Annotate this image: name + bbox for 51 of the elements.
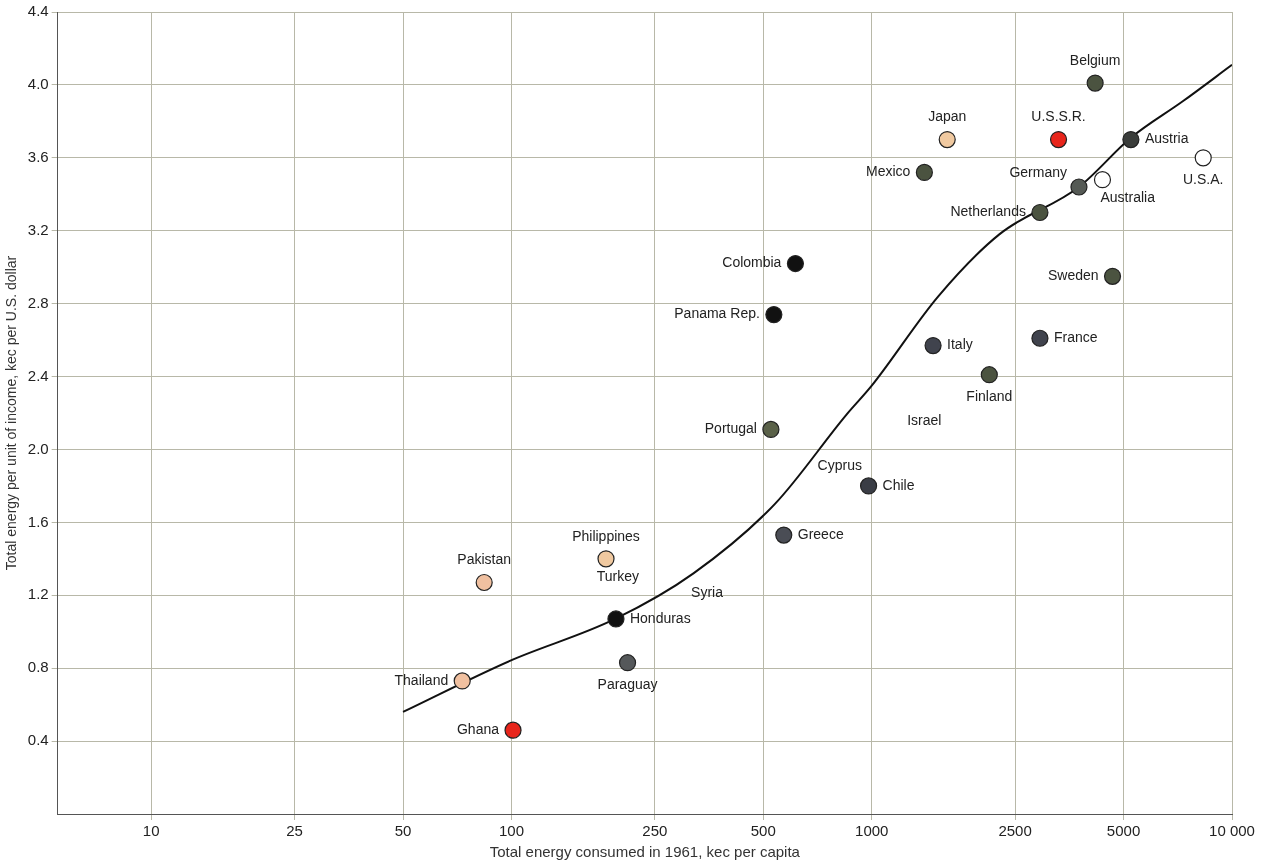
y-tick-label: 1.2 — [27, 585, 49, 603]
y-tick-label: 0.4 — [27, 731, 49, 749]
series-label: Australia — [1100, 188, 1156, 205]
annotation: Turkey — [596, 568, 639, 585]
x-tick-label: 1000 — [855, 822, 889, 840]
x-tick-label: 25 — [286, 822, 303, 840]
series-label: Sweden — [1047, 267, 1099, 284]
y-tick-label: 0.8 — [27, 658, 49, 676]
annotation: Israel — [907, 411, 942, 428]
series-label: Honduras — [629, 609, 691, 626]
series-label: Austria — [1144, 130, 1189, 147]
y-tick-label: 4.4 — [27, 2, 49, 20]
x-tick-label: 250 — [642, 822, 668, 840]
x-tick-label: 5000 — [1106, 822, 1141, 840]
series-label: Panama Rep. — [674, 305, 760, 322]
series-label: France — [1053, 329, 1098, 346]
series-label: U.S.S.R. — [1031, 108, 1086, 125]
series-label: Greece — [797, 525, 844, 542]
y-tick-label: 3.2 — [27, 220, 49, 238]
x-axis-title: Total energy consumed in 1961, kec per capita — [489, 843, 801, 861]
series-label: Paraguay — [597, 675, 658, 692]
series-label: U.S.A. — [1182, 170, 1224, 187]
y-axis-title: Total energy per unit of income, kec per U.S. dollar — [3, 255, 20, 571]
series-label: Germany — [1009, 163, 1067, 180]
series-label: Portugal — [704, 420, 757, 437]
series-label: Philippines — [572, 527, 640, 544]
x-tick-label: 10 000 — [1209, 822, 1255, 840]
y-tick-label: 2.4 — [27, 366, 49, 384]
y-tick-label: 2.8 — [27, 293, 49, 311]
x-tick-label: 50 — [394, 822, 412, 840]
series-label: Netherlands — [950, 203, 1026, 220]
annotation: Cyprus — [817, 456, 862, 473]
series-label: Mexico — [866, 163, 911, 180]
series-label: Colombia — [722, 254, 782, 271]
series-label: Finland — [966, 387, 1013, 404]
series-label: Chile — [882, 476, 915, 493]
series-label: Thailand — [394, 671, 449, 688]
x-tick-label: 10 — [142, 822, 160, 840]
series-label: Pakistan — [457, 551, 512, 568]
x-tick-label: 100 — [498, 822, 524, 840]
y-tick-label: 1.6 — [27, 512, 49, 530]
series-label: Italy — [947, 336, 973, 353]
y-tick-label: 2.0 — [27, 439, 49, 457]
series-label: Japan — [928, 108, 967, 125]
series-label: Ghana — [456, 721, 500, 738]
series-label: Belgium — [1069, 51, 1121, 68]
y-tick-label: 4.0 — [27, 75, 49, 93]
x-tick-label: 2500 — [998, 822, 1032, 840]
y-tick-label: 3.6 — [27, 147, 49, 165]
x-tick-label: 500 — [750, 822, 776, 840]
annotation: Syria — [691, 584, 724, 601]
